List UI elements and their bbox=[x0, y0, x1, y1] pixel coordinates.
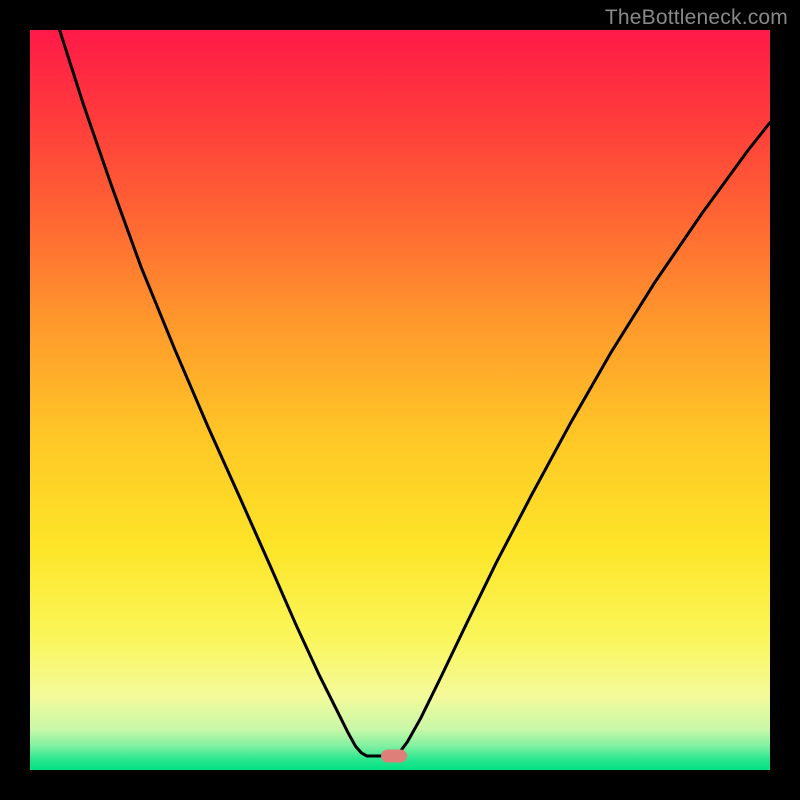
minimum-marker bbox=[381, 749, 407, 762]
plot-area bbox=[30, 30, 770, 770]
watermark-text: TheBottleneck.com bbox=[605, 6, 788, 30]
bottleneck-curve bbox=[30, 30, 770, 770]
chart-container: TheBottleneck.com bbox=[0, 0, 800, 800]
